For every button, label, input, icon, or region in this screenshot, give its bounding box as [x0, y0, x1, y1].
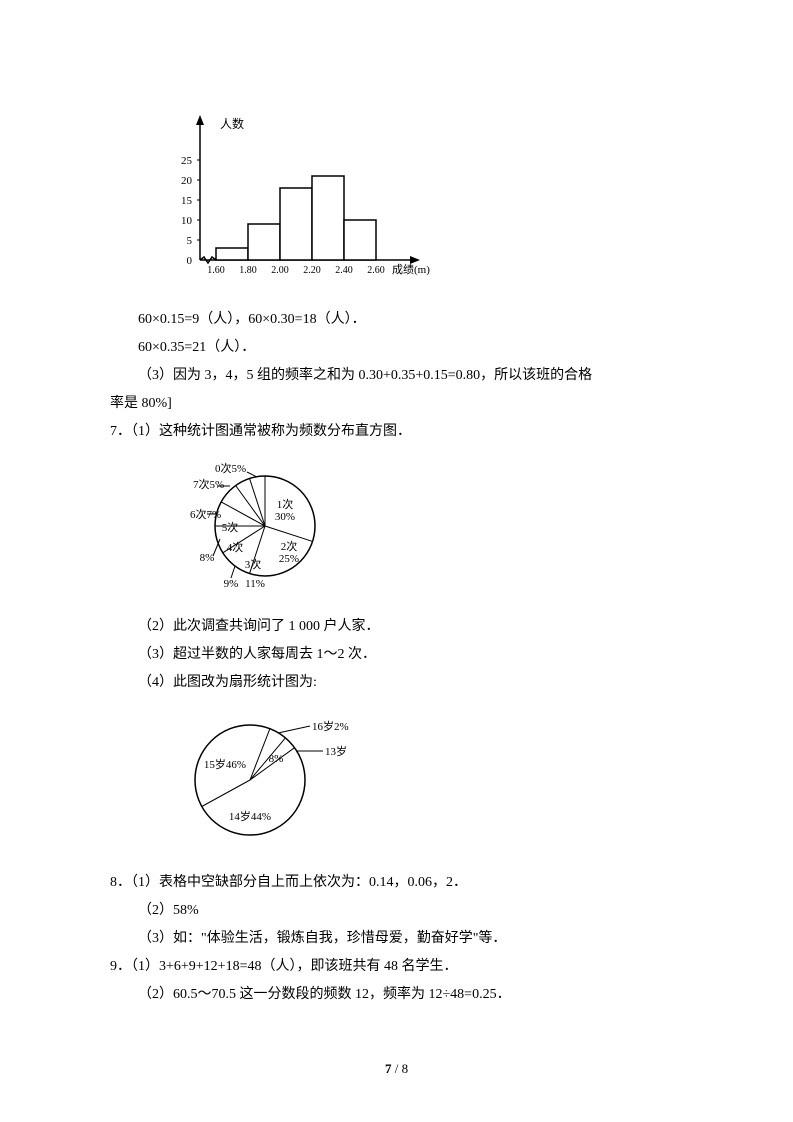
svg-text:15岁46%: 15岁46%: [204, 757, 246, 771]
svg-text:9%: 9%: [224, 578, 239, 590]
svg-text:2.60: 2.60: [367, 265, 385, 276]
svg-text:1次: 1次: [277, 497, 294, 511]
svg-text:5次: 5次: [222, 520, 239, 534]
q7-part4: （4）此图改为扇形统计图为:: [110, 669, 683, 697]
svg-text:30%: 30%: [275, 511, 295, 523]
pie-chart-2: 14岁44% 15岁46% 16岁2% 13岁 8%: [160, 705, 683, 861]
answer-3-line1: （3）因为 3，4，5 组的频率之和为 0.30+0.35+0.15=0.80，…: [110, 362, 683, 390]
svg-text:1.60: 1.60: [207, 265, 225, 276]
q7-part1: 7．（1）这种统计图通常被称为频数分布直方图．: [110, 418, 683, 446]
svg-text:13岁: 13岁: [325, 744, 347, 758]
histogram-xlabel: 成绩(m): [392, 263, 430, 276]
svg-text:8%: 8%: [269, 753, 284, 765]
svg-text:14岁44%: 14岁44%: [229, 809, 271, 823]
ytick-15: 15: [181, 195, 193, 207]
calc-line-2: 60×0.35=21（人）．: [110, 334, 683, 362]
ytick-25: 25: [181, 155, 193, 167]
svg-text:16岁2%: 16岁2%: [312, 719, 349, 733]
histogram-ylabel: 人数: [220, 116, 244, 131]
svg-text:2.20: 2.20: [303, 265, 321, 276]
pie-chart-1: 1次 30% 2次 25% 3次 11% 4次 9% 5次 8% 6次7% 7次…: [160, 454, 683, 605]
q8-part1: 8．（1）表格中空缺部分自上而上依次为：0.14，0.06，2．: [110, 869, 683, 897]
calc-line-1: 60×0.15=9（人），60×0.30=18（人）．: [110, 306, 683, 334]
q9-part2: （2）60.5～70.5 这一分数段的频数 12，频率为 12÷48=0.25．: [110, 981, 683, 1009]
ytick-10: 10: [181, 215, 193, 227]
svg-text:0次5%: 0次5%: [215, 461, 246, 475]
svg-text:7次5%: 7次5%: [193, 477, 224, 491]
q9-part1: 9．（1）3+6+9+12+18=48（人），即该班共有 48 名学生．: [110, 953, 683, 981]
q7-part3: （3）超过半数的人家每周去 1～2 次．: [110, 641, 683, 669]
svg-text:1.80: 1.80: [239, 265, 257, 276]
svg-text:8%: 8%: [200, 552, 215, 564]
ytick-5: 5: [187, 235, 193, 247]
histogram-chart: 0 5 10 15 20 25 1.60 1.80 2.00 2.20 2.40…: [160, 110, 683, 296]
ytick-20: 20: [181, 175, 193, 187]
ytick-0: 0: [187, 255, 193, 267]
svg-text:3次: 3次: [245, 557, 262, 571]
svg-text:2.40: 2.40: [335, 265, 353, 276]
svg-text:11%: 11%: [245, 578, 265, 590]
svg-text:2.00: 2.00: [271, 265, 289, 276]
answer-3-line2: 率是 80%]: [110, 390, 683, 418]
svg-text:4次: 4次: [227, 540, 244, 554]
svg-text:2次: 2次: [281, 539, 298, 553]
svg-text:25%: 25%: [279, 553, 299, 565]
page-number: 7 / 8: [0, 1056, 793, 1082]
q7-part2: （2）此次调查共询问了 1 000 户人家．: [110, 613, 683, 641]
q8-part3: （3）如："体验生活，锻炼自我，珍惜母爱，勤奋好学"等．: [110, 925, 683, 953]
q8-part2: （2）58%: [110, 897, 683, 925]
